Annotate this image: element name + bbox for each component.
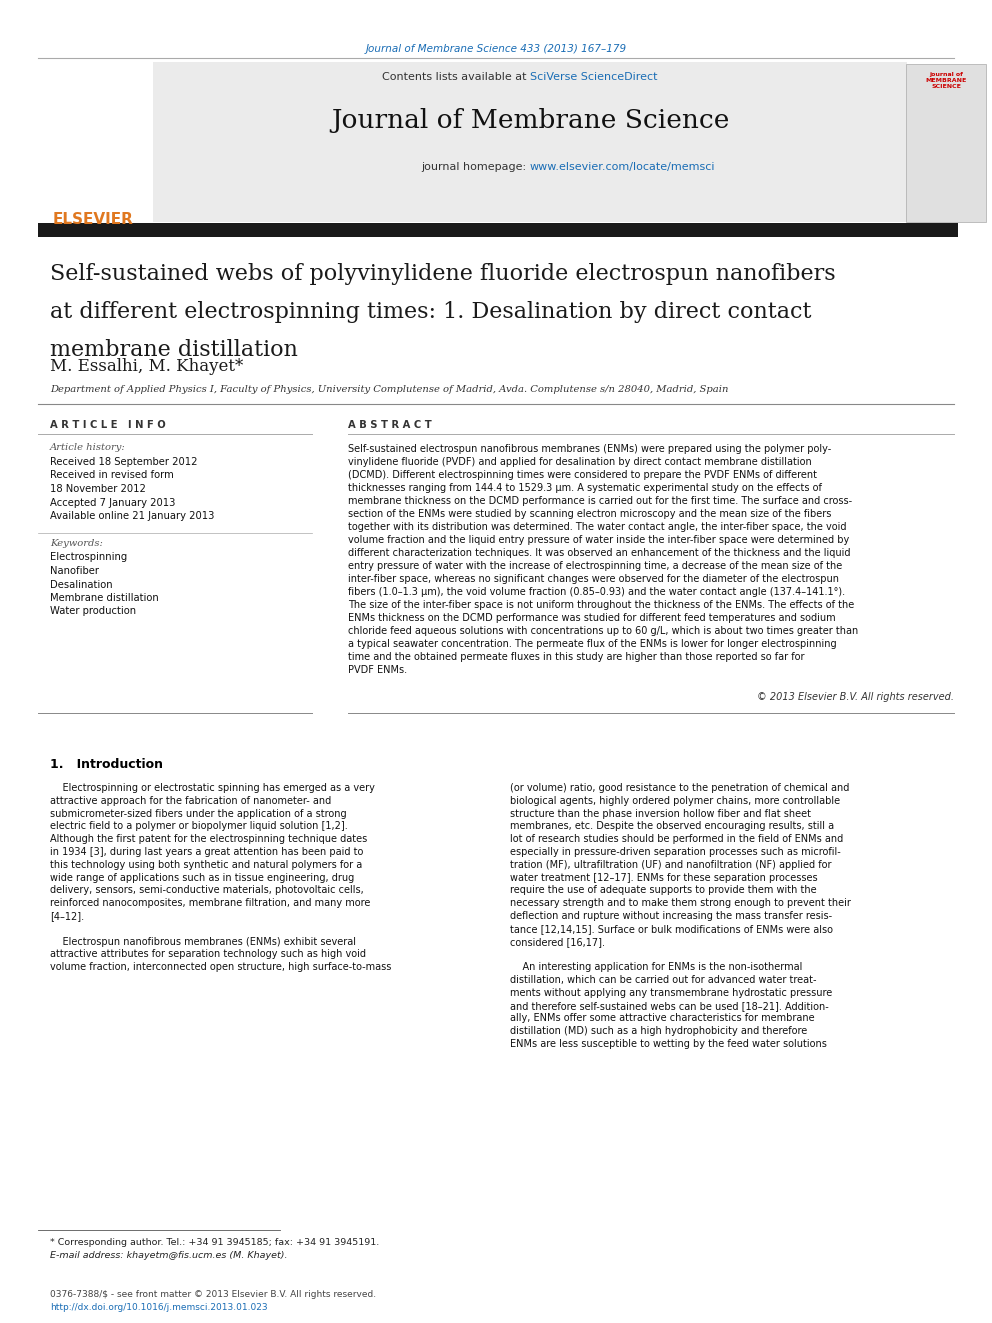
Text: [4–12].: [4–12].	[50, 912, 84, 921]
Text: Article history:: Article history:	[50, 443, 126, 452]
Text: together with its distribution was determined. The water contact angle, the inte: together with its distribution was deter…	[348, 523, 846, 532]
Text: vinylidene fluoride (PVDF) and applied for desalination by direct contact membra: vinylidene fluoride (PVDF) and applied f…	[348, 456, 811, 467]
Text: E-mail address: khayetm@fis.ucm.es (M. Khayet).: E-mail address: khayetm@fis.ucm.es (M. K…	[50, 1252, 288, 1259]
Text: http://dx.doi.org/10.1016/j.memsci.2013.01.023: http://dx.doi.org/10.1016/j.memsci.2013.…	[50, 1303, 268, 1312]
Text: Membrane distillation: Membrane distillation	[50, 593, 159, 603]
Text: ELSEVIER: ELSEVIER	[53, 212, 134, 228]
Text: membrane thickness on the DCMD performance is carried out for the first time. Th: membrane thickness on the DCMD performan…	[348, 496, 852, 505]
Text: Accepted 7 January 2013: Accepted 7 January 2013	[50, 497, 176, 508]
Text: (or volume) ratio, good resistance to the penetration of chemical and: (or volume) ratio, good resistance to th…	[510, 783, 849, 792]
Text: membranes, etc. Despite the observed encouraging results, still a: membranes, etc. Despite the observed enc…	[510, 822, 834, 831]
Text: www.elsevier.com/locate/memsci: www.elsevier.com/locate/memsci	[530, 161, 715, 172]
Text: 0376-7388/$ - see front matter © 2013 Elsevier B.V. All rights reserved.: 0376-7388/$ - see front matter © 2013 El…	[50, 1290, 376, 1299]
Text: electric field to a polymer or biopolymer liquid solution [1,2].: electric field to a polymer or biopolyme…	[50, 822, 348, 831]
Text: Journal of Membrane Science 433 (2013) 167–179: Journal of Membrane Science 433 (2013) 1…	[365, 44, 627, 54]
Text: reinforced nanocomposites, membrane filtration, and many more: reinforced nanocomposites, membrane filt…	[50, 898, 370, 908]
Text: ENMs are less susceptible to wetting by the feed water solutions: ENMs are less susceptible to wetting by …	[510, 1039, 827, 1049]
Text: at different electrospinning times: 1. Desalination by direct contact: at different electrospinning times: 1. D…	[50, 302, 811, 323]
Text: submicrometer-sized fibers under the application of a strong: submicrometer-sized fibers under the app…	[50, 808, 346, 819]
Text: Received 18 September 2012: Received 18 September 2012	[50, 456, 197, 467]
Text: necessary strength and to make them strong enough to prevent their: necessary strength and to make them stro…	[510, 898, 851, 908]
Text: Journal of Membrane Science: Journal of Membrane Science	[330, 108, 729, 134]
Text: Available online 21 January 2013: Available online 21 January 2013	[50, 511, 214, 521]
Text: time and the obtained permeate fluxes in this study are higher than those report: time and the obtained permeate fluxes in…	[348, 652, 805, 662]
Text: volume fraction and the liquid entry pressure of water inside the inter-fiber sp: volume fraction and the liquid entry pre…	[348, 534, 849, 545]
Bar	[153, 62, 907, 222]
Text: especially in pressure-driven separation processes such as microfil-: especially in pressure-driven separation…	[510, 847, 841, 857]
Text: attractive attributes for separation technology such as high void: attractive attributes for separation tec…	[50, 950, 366, 959]
Text: a typical seawater concentration. The permeate flux of the ENMs is lower for lon: a typical seawater concentration. The pe…	[348, 639, 836, 650]
Text: journal homepage:: journal homepage:	[422, 161, 530, 172]
Bar	[38, 65, 150, 205]
Text: wide range of applications such as in tissue engineering, drug: wide range of applications such as in ti…	[50, 873, 354, 882]
Text: (DCMD). Different electrospinning times were considered to prepare the PVDF ENMs: (DCMD). Different electrospinning times …	[348, 470, 817, 480]
Text: * Corresponding author. Tel.: +34 91 3945185; fax: +34 91 3945191.: * Corresponding author. Tel.: +34 91 394…	[50, 1238, 379, 1248]
Text: Self-sustained webs of polyvinylidene fluoride electrospun nanofibers: Self-sustained webs of polyvinylidene fl…	[50, 263, 835, 284]
Text: © 2013 Elsevier B.V. All rights reserved.: © 2013 Elsevier B.V. All rights reserved…	[757, 692, 954, 703]
Text: delivery, sensors, semi-conductive materials, photovoltaic cells,: delivery, sensors, semi-conductive mater…	[50, 885, 364, 896]
Text: section of the ENMs were studied by scanning electron microscopy and the mean si: section of the ENMs were studied by scan…	[348, 509, 831, 519]
Text: Electrospinning or electrostatic spinning has emerged as a very: Electrospinning or electrostatic spinnin…	[50, 783, 375, 792]
Text: 18 November 2012: 18 November 2012	[50, 484, 146, 493]
Text: require the use of adequate supports to provide them with the: require the use of adequate supports to …	[510, 885, 816, 896]
Text: Nanofiber: Nanofiber	[50, 566, 99, 576]
Text: distillation, which can be carried out for advanced water treat-: distillation, which can be carried out f…	[510, 975, 816, 986]
Text: lot of research studies should be performed in the field of ENMs and: lot of research studies should be perfor…	[510, 835, 843, 844]
Text: volume fraction, interconnected open structure, high surface-to-mass: volume fraction, interconnected open str…	[50, 962, 392, 972]
Text: considered [16,17].: considered [16,17].	[510, 937, 605, 946]
Text: PVDF ENMs.: PVDF ENMs.	[348, 665, 407, 675]
Text: Electrospinning: Electrospinning	[50, 553, 127, 562]
Text: 1.   Introduction: 1. Introduction	[50, 758, 163, 771]
Text: journal of
MEMBRANE
SCIENCE: journal of MEMBRANE SCIENCE	[926, 71, 966, 90]
Text: biological agents, highly ordered polymer chains, more controllable: biological agents, highly ordered polyme…	[510, 796, 840, 806]
Text: ally, ENMs offer some attractive characteristics for membrane: ally, ENMs offer some attractive charact…	[510, 1013, 814, 1024]
Text: SciVerse ScienceDirect: SciVerse ScienceDirect	[530, 71, 658, 82]
Text: Although the first patent for the electrospinning technique dates: Although the first patent for the electr…	[50, 835, 367, 844]
Text: Received in revised form: Received in revised form	[50, 471, 174, 480]
Text: A B S T R A C T: A B S T R A C T	[348, 419, 432, 430]
Text: Desalination: Desalination	[50, 579, 113, 590]
Text: membrane distillation: membrane distillation	[50, 339, 298, 361]
Text: The size of the inter-fiber space is not uniform throughout the thickness of the: The size of the inter-fiber space is not…	[348, 601, 854, 610]
Text: attractive approach for the fabrication of nanometer- and: attractive approach for the fabrication …	[50, 796, 331, 806]
Text: ENMs thickness on the DCMD performance was studied for different feed temperatur: ENMs thickness on the DCMD performance w…	[348, 613, 835, 623]
Text: in 1934 [3], during last years a great attention has been paid to: in 1934 [3], during last years a great a…	[50, 847, 363, 857]
Text: distillation (MD) such as a high hydrophobicity and therefore: distillation (MD) such as a high hydroph…	[510, 1027, 807, 1036]
Text: water treatment [12–17]. ENMs for these separation processes: water treatment [12–17]. ENMs for these …	[510, 873, 817, 882]
Text: inter-fiber space, whereas no significant changes were observed for the diameter: inter-fiber space, whereas no significan…	[348, 574, 839, 583]
Text: tance [12,14,15]. Surface or bulk modifications of ENMs were also: tance [12,14,15]. Surface or bulk modifi…	[510, 923, 833, 934]
Text: fibers (1.0–1.3 μm), the void volume fraction (0.85–0.93) and the water contact : fibers (1.0–1.3 μm), the void volume fra…	[348, 587, 845, 597]
Text: structure than the phase inversion hollow fiber and flat sheet: structure than the phase inversion hollo…	[510, 808, 811, 819]
Text: different characterization techniques. It was observed an enhancement of the thi: different characterization techniques. I…	[348, 548, 850, 558]
Text: A R T I C L E   I N F O: A R T I C L E I N F O	[50, 419, 166, 430]
Text: ments without applying any transmembrane hydrostatic pressure: ments without applying any transmembrane…	[510, 988, 832, 998]
Text: Contents lists available at: Contents lists available at	[382, 71, 530, 82]
Text: deflection and rupture without increasing the mass transfer resis-: deflection and rupture without increasin…	[510, 912, 832, 921]
Text: Water production: Water production	[50, 606, 136, 617]
Text: this technology using both synthetic and natural polymers for a: this technology using both synthetic and…	[50, 860, 362, 869]
Text: Self-sustained electrospun nanofibrous membranes (ENMs) were prepared using the : Self-sustained electrospun nanofibrous m…	[348, 445, 831, 454]
Text: M. Essalhi, M. Khayet*: M. Essalhi, M. Khayet*	[50, 359, 243, 374]
Text: Keywords:: Keywords:	[50, 538, 103, 548]
Bar	[38, 224, 958, 237]
Text: tration (MF), ultrafiltration (UF) and nanofiltration (NF) applied for: tration (MF), ultrafiltration (UF) and n…	[510, 860, 831, 869]
Text: Electrospun nanofibrous membranes (ENMs) exhibit several: Electrospun nanofibrous membranes (ENMs)…	[50, 937, 356, 946]
Bar	[906, 64, 986, 222]
Text: and therefore self-sustained webs can be used [18–21]. Addition-: and therefore self-sustained webs can be…	[510, 1000, 828, 1011]
Text: An interesting application for ENMs is the non-isothermal: An interesting application for ENMs is t…	[510, 962, 803, 972]
Text: entry pressure of water with the increase of electrospinning time, a decrease of: entry pressure of water with the increas…	[348, 561, 842, 572]
Text: Department of Applied Physics I, Faculty of Physics, University Complutense of M: Department of Applied Physics I, Faculty…	[50, 385, 728, 394]
Text: chloride feed aqueous solutions with concentrations up to 60 g/L, which is about: chloride feed aqueous solutions with con…	[348, 626, 858, 636]
Text: thicknesses ranging from 144.4 to 1529.3 μm. A systematic experimental study on : thicknesses ranging from 144.4 to 1529.3…	[348, 483, 822, 493]
